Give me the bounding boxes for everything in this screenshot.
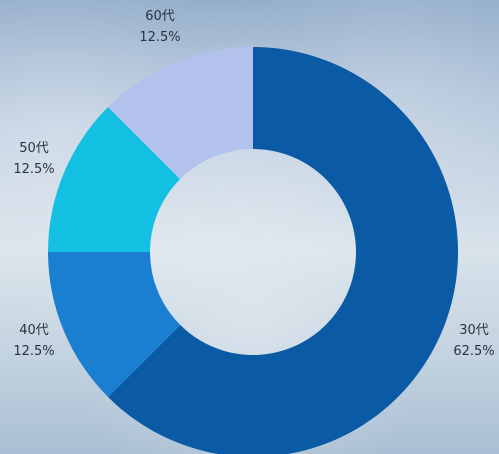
slice-category-label: 40代 (19, 323, 49, 338)
donut-slice-1 (108, 47, 458, 454)
slice-category-label: 60代 (145, 9, 175, 24)
donut-slice-3 (48, 107, 181, 252)
slice-percent-label: 12.5% (139, 30, 180, 45)
slice-category-label: 50代 (19, 141, 49, 156)
donut-slices (48, 47, 458, 454)
slice-percent-label: 62.5% (453, 344, 494, 359)
slice-percent-label: 12.5% (13, 162, 54, 177)
slice-category-label: 30代 (459, 323, 489, 338)
donut-slice-4 (108, 47, 253, 180)
slice-percent-label: 12.5% (13, 344, 54, 359)
donut-slice-2 (48, 252, 181, 397)
donut-labels: 30代 62.5% 40代 12.5% 50代 12.5% 60代 12.5% (13, 9, 494, 359)
